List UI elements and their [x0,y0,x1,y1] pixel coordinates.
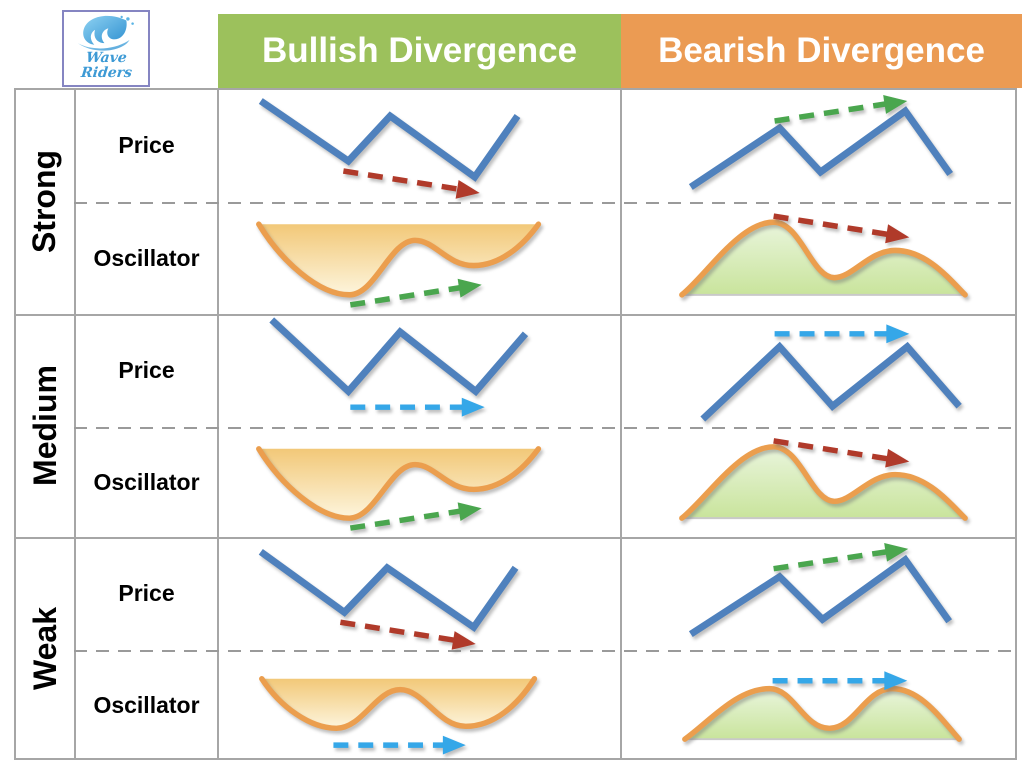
table-border [14,88,1017,760]
cell-medium-bearish-oscillator [622,427,1017,537]
price-line-equal-lows [269,317,529,397]
cell-strong-bearish-oscillator [622,202,1017,314]
label-oscillator-weak: Oscillator [93,691,200,718]
cell-weak-bearish-oscillator [622,650,1017,760]
trend-arrow-rising [349,502,482,531]
oscillator-curve [259,676,538,732]
cell-strong-bearish-price [622,88,1017,202]
cell-weak-bullish-price [219,537,620,650]
label-oscillator-strong: Oscillator [93,244,200,271]
trend-arrow-flat [333,735,466,755]
logo-text-line2: Riders [79,65,133,81]
oscillator-curve [256,221,542,298]
row-label-weak: Weak [26,606,63,691]
logo-text-line1: Wave [84,50,128,66]
price-line-higher-highs [688,554,953,638]
cell-medium-bearish-price [622,314,1017,427]
label-price-medium: Price [118,357,175,383]
row-label-strong: Strong [26,149,63,253]
dashed-divider-weak [74,650,1017,652]
price-line-equal-highs [700,341,962,422]
label-price-weak: Price [118,580,175,606]
cell-strong-bullish-oscillator [219,202,620,314]
grid-vline-3 [620,88,622,760]
oscillator-area-equal-lows [261,678,535,729]
price-line-lower-lows [258,549,519,633]
header-bullish-divergence: Bullish Divergence [218,14,621,88]
oscillator-area-higher-lows [258,448,539,519]
cell-strong-bullish-price [219,88,620,202]
row-label-medium: Medium [26,365,63,486]
cell-weak-bullish-oscillator [219,650,620,760]
oscillator-curve [679,219,968,298]
trend-arrow-falling [342,168,480,199]
price-line-lower-lows [258,98,521,182]
oscillator-area-lower-highs [681,222,966,295]
grid-vline-1 [74,88,76,760]
grid-vline-2 [217,88,219,760]
cell-medium-bullish-oscillator [219,427,620,537]
oscillator-area-equal-highs [684,688,960,740]
oscillator-area-higher-lows [258,224,539,295]
cell-weak-bearish-price [622,537,1017,650]
trend-arrow-flat [350,397,485,417]
trend-arrow-falling [339,619,476,650]
grid-hline-strong-medium [14,314,1017,316]
cell-medium-bullish-price [219,314,620,427]
oscillator-curve [256,446,542,521]
wave-icon [77,15,134,51]
trend-arrow-flat [772,671,908,691]
oscillator-area-lower-highs [681,446,966,519]
price-line-higher-highs [688,106,954,190]
dashed-divider-medium [74,427,1017,429]
header-bearish-divergence: Bearish Divergence [621,14,1022,88]
grid-hline-medium-weak [14,537,1017,539]
trend-arrow-rising [349,278,482,308]
trend-arrow-flat [774,324,910,344]
label-oscillator-medium: Oscillator [93,468,200,495]
trend-arrow-falling [773,438,910,468]
dashed-divider-strong [74,202,1017,204]
trend-arrow-rising [774,95,908,124]
label-price-strong: Price [118,131,175,158]
trend-arrow-rising [773,542,909,572]
trend-arrow-falling [773,213,910,244]
oscillator-curve [679,444,968,521]
logo: Wave Riders [62,10,150,87]
oscillator-curve [682,685,962,742]
